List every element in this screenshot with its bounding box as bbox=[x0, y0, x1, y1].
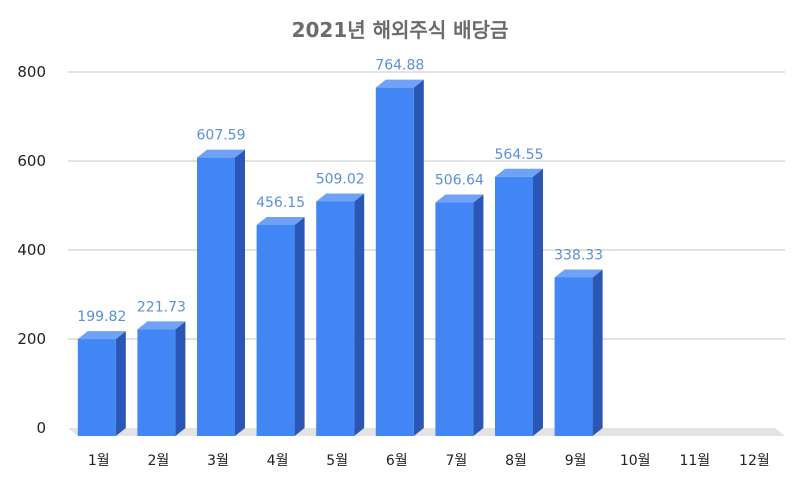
data-label: 607.59 bbox=[197, 128, 246, 144]
bar-side bbox=[413, 79, 424, 436]
data-label: 221.73 bbox=[137, 299, 186, 315]
bar-side bbox=[235, 149, 245, 437]
data-label: 199.82 bbox=[77, 309, 126, 325]
bar-front bbox=[256, 225, 295, 436]
data-label: 506.64 bbox=[435, 173, 484, 189]
y-tick-label: 200 bbox=[17, 330, 46, 348]
data-labels: 199.82 221.73 607.59 456.15 509.02 764.88 506.… bbox=[77, 58, 603, 325]
bar-side bbox=[354, 193, 365, 436]
floor-plane bbox=[68, 428, 785, 436]
x-tick-label: 6월 bbox=[386, 453, 408, 469]
bar-front bbox=[137, 329, 176, 436]
bar-top bbox=[77, 331, 126, 340]
bar-top bbox=[435, 194, 484, 203]
y-tick-label: 800 bbox=[17, 63, 46, 81]
bar-top bbox=[197, 149, 245, 158]
x-tick-label: 7월 bbox=[446, 453, 468, 469]
bar bbox=[435, 194, 484, 436]
data-label: 456.15 bbox=[256, 195, 305, 211]
x-tick-label: 12월 bbox=[739, 453, 770, 469]
bar-side bbox=[473, 194, 484, 436]
bar-front bbox=[77, 339, 116, 436]
bar bbox=[375, 79, 424, 436]
x-tick-label: 2월 bbox=[148, 453, 170, 469]
y-tick-label: 0 bbox=[36, 419, 46, 437]
bar bbox=[77, 331, 126, 436]
bar-top bbox=[256, 217, 305, 226]
bar-top bbox=[316, 193, 365, 202]
x-tick-label: 9월 bbox=[565, 453, 587, 469]
x-axis-ticks: 1월 2월 3월 4월 5월 6월 7월 8월 9월 10월 11월 12월 bbox=[88, 453, 770, 469]
bar bbox=[137, 321, 186, 436]
x-tick-label: 1월 bbox=[88, 453, 110, 469]
chart-title: 2021년 해외주식 배당금 bbox=[291, 18, 509, 42]
bar-side bbox=[175, 321, 186, 436]
bar bbox=[495, 168, 543, 436]
bar-front bbox=[375, 87, 414, 436]
data-label: 338.33 bbox=[554, 247, 603, 263]
x-tick-label: 3월 bbox=[207, 453, 229, 469]
bar-side bbox=[115, 331, 126, 436]
bar-side bbox=[294, 217, 305, 436]
bar-top bbox=[495, 168, 543, 177]
gridlines bbox=[68, 71, 785, 340]
y-axis-ticks: 0 200 400 600 800 bbox=[17, 63, 46, 437]
bar-top bbox=[375, 79, 424, 88]
chart-floor bbox=[68, 428, 785, 436]
x-tick-label: 11월 bbox=[679, 453, 710, 469]
x-tick-label: 5월 bbox=[326, 453, 348, 469]
data-label: 764.88 bbox=[375, 58, 424, 74]
bar bbox=[256, 217, 305, 436]
y-tick-label: 600 bbox=[17, 152, 46, 170]
y-tick-label: 400 bbox=[17, 241, 46, 259]
data-label: 564.55 bbox=[495, 147, 544, 163]
bar-front bbox=[316, 201, 355, 436]
bar bbox=[554, 269, 603, 436]
data-label: 509.02 bbox=[316, 171, 365, 187]
bar-front bbox=[495, 176, 533, 436]
bar-side bbox=[592, 269, 603, 436]
bar-top bbox=[137, 321, 186, 330]
bar-front bbox=[435, 202, 474, 436]
x-tick-label: 8월 bbox=[505, 453, 527, 469]
bar-front bbox=[197, 157, 235, 437]
x-tick-label: 4월 bbox=[267, 453, 289, 469]
bar bbox=[197, 149, 245, 437]
bar-side bbox=[533, 168, 543, 436]
bars bbox=[77, 79, 603, 437]
bar-front bbox=[554, 277, 593, 436]
x-tick-label: 10월 bbox=[620, 453, 651, 469]
bar bbox=[316, 193, 365, 436]
bar-top bbox=[554, 269, 603, 278]
